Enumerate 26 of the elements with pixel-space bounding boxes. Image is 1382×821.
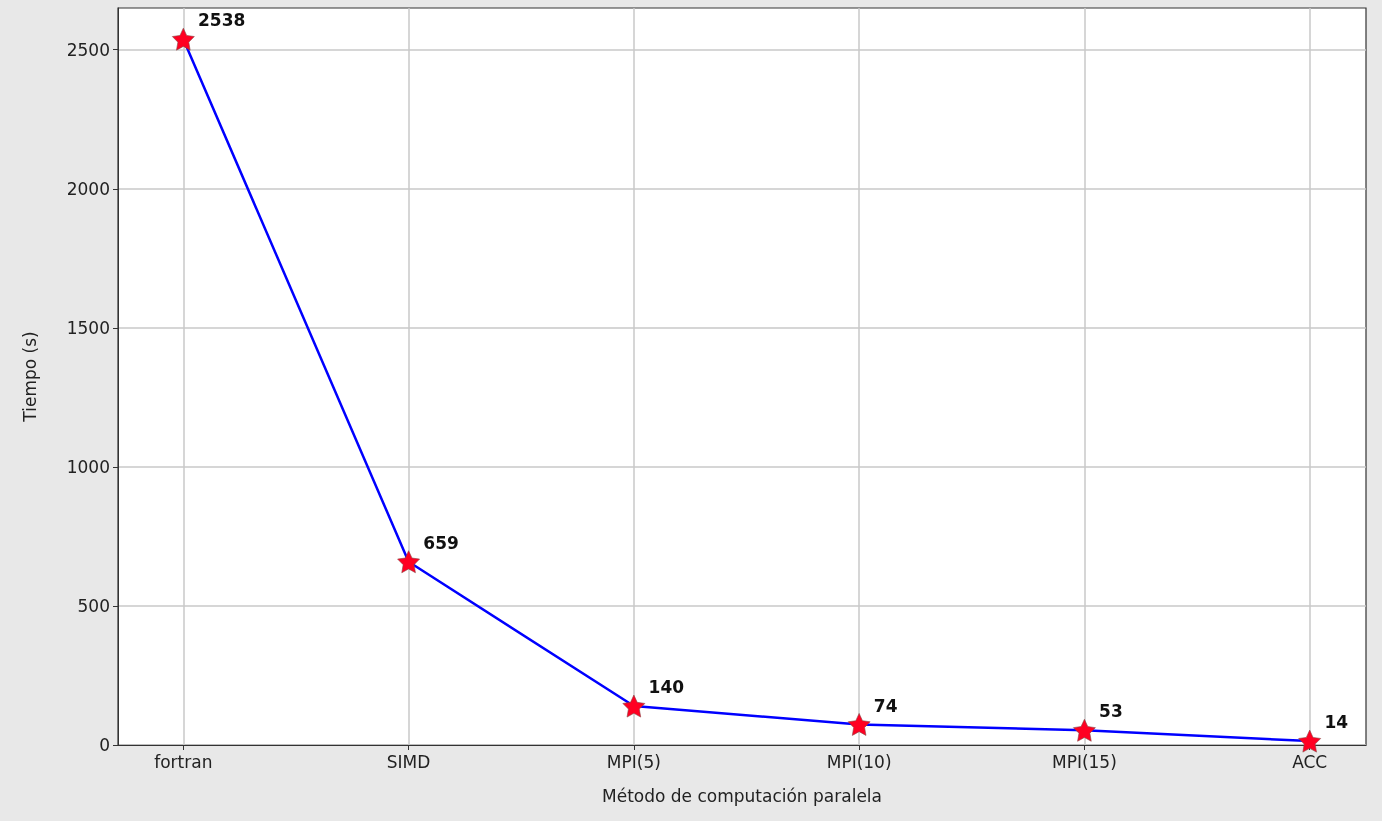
point [1073, 718, 1096, 742]
data-label: 659 [423, 532, 459, 553]
point [397, 550, 420, 574]
x-tick-label: MPI(5) [606, 751, 661, 772]
x-tick-label: MPI(15) [1051, 751, 1117, 772]
data-label: 14 [1324, 712, 1349, 733]
y-tick-label: 1000 [66, 456, 110, 477]
x-tick-label: fortran [154, 751, 213, 772]
y-tick-label: 2000 [66, 178, 110, 199]
x-tick-label: SIMD [386, 751, 431, 772]
y-tick-label: 2500 [66, 39, 110, 60]
y-tick-label: 1500 [66, 317, 110, 338]
data-label: 2538 [198, 10, 246, 31]
data-label: 140 [648, 677, 685, 698]
x-axis-title: Método de computación paralela [602, 785, 882, 806]
y-tick-label: 0 [99, 735, 110, 755]
point [847, 713, 871, 736]
point [1298, 729, 1321, 753]
y-tick-label: 500 [77, 595, 110, 616]
x-tick-label: ACC [1292, 751, 1328, 772]
point [172, 27, 195, 51]
data-label: 53 [1099, 701, 1123, 722]
y-axis-title: Tiempo (s) [19, 331, 40, 423]
data-label: 74 [873, 695, 898, 716]
x-tick-label: MPI(10) [826, 751, 892, 772]
point [622, 694, 646, 718]
